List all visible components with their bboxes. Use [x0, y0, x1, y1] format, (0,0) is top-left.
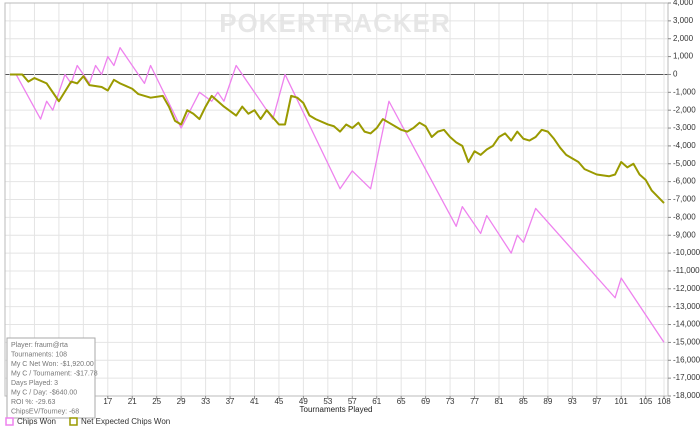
y-tick-label: 1,000	[673, 52, 694, 61]
x-tick-label: 89	[543, 397, 552, 406]
y-tick-label: -15,000	[673, 338, 700, 347]
y-tick-label: -3,000	[673, 123, 696, 132]
info-line: Tournaments: 108	[11, 351, 67, 358]
info-line: Days Played: 3	[11, 380, 58, 387]
info-box: Player: fraum@rta Tournaments: 108 My C Ne…	[6, 337, 98, 419]
y-tick-label: -13,000	[673, 302, 700, 311]
y-tick-label: 2,000	[673, 34, 694, 43]
legend-swatch	[5, 417, 14, 426]
x-tick-label: 97	[592, 397, 601, 406]
x-tick-label: 53	[323, 397, 332, 406]
legend-label: Chips Won	[17, 417, 56, 426]
y-tick-label: -7,000	[673, 195, 696, 204]
x-tick-label: 33	[201, 397, 210, 406]
legend-swatch	[69, 417, 78, 426]
series-line	[10, 73, 665, 204]
info-line: My C / Tournament: -$17.78	[11, 370, 98, 377]
y-tick-label: -11,000	[673, 266, 700, 275]
y-tick-label: 0	[673, 70, 678, 79]
x-tick-label: 69	[421, 397, 430, 406]
y-tick-label: 3,000	[673, 16, 694, 25]
series-line	[10, 47, 665, 343]
y-tick-label: -2,000	[673, 105, 696, 114]
y-tick-label: -16,000	[673, 355, 700, 364]
y-tick-label: -18,000	[673, 391, 700, 400]
y-tick-label: -17,000	[673, 373, 700, 382]
x-tick-label: 37	[226, 397, 235, 406]
info-line: Player: fraum@rta	[11, 342, 68, 349]
y-tick-label: 4,000	[673, 0, 694, 7]
info-frame	[6, 337, 96, 419]
legend-label: Net Expected Chips Won	[81, 417, 170, 426]
x-axis-title: Tournaments Played	[300, 405, 373, 414]
y-tick-label: -1,000	[673, 87, 696, 96]
x-tick-label: 73	[446, 397, 455, 406]
x-tick-label: 108	[657, 397, 671, 406]
info-line: ChipsEV/Tourney: -68	[11, 408, 79, 415]
x-tick-label: 41	[250, 397, 259, 406]
x-tick-label: 101	[615, 397, 629, 406]
info-line: My C / Day: -$640.00	[11, 389, 77, 396]
x-tick-label: 25	[152, 397, 161, 406]
y-tick-label: -5,000	[673, 159, 696, 168]
x-tick-label: 81	[495, 397, 504, 406]
y-tick-label: -12,000	[673, 284, 700, 293]
x-tick-label: 49	[299, 397, 308, 406]
y-tick-label: -4,000	[673, 141, 696, 150]
x-tick-label: 65	[397, 397, 406, 406]
watermark: POKERTRACKER	[219, 8, 451, 38]
lines	[10, 47, 665, 343]
x-tick-label: 57	[348, 397, 357, 406]
y-tick-label: -8,000	[673, 212, 696, 221]
y-tick-label: -10,000	[673, 248, 700, 257]
x-tick-label: 17	[103, 397, 112, 406]
x-tick-label: 45	[274, 397, 283, 406]
x-tick-label: 105	[639, 397, 653, 406]
info-line: My C Net Won: -$1,920.00	[11, 361, 94, 368]
x-tick-label: 77	[470, 397, 479, 406]
x-tick-label: 93	[568, 397, 577, 406]
x-tick-label: 85	[519, 397, 528, 406]
info-line: ROI %: -29.63	[11, 399, 55, 406]
y-tick-label: -6,000	[673, 177, 696, 186]
labels: 4,000 3,000 2,000 1,000 0 -1,000 -2,000 -3,000 -…	[8, 0, 700, 406]
y-tick-label: -9,000	[673, 230, 696, 239]
legend: Chips Won Net Expected Chips Won	[5, 417, 170, 426]
x-tick-label: 61	[372, 397, 381, 406]
x-tick-label: 29	[177, 397, 186, 406]
x-tick-label: 21	[128, 397, 137, 406]
y-tick-label: -14,000	[673, 320, 700, 329]
